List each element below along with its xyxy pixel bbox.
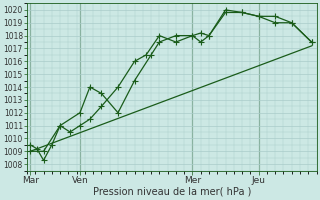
X-axis label: Pression niveau de la mer( hPa ): Pression niveau de la mer( hPa ): [92, 187, 251, 197]
